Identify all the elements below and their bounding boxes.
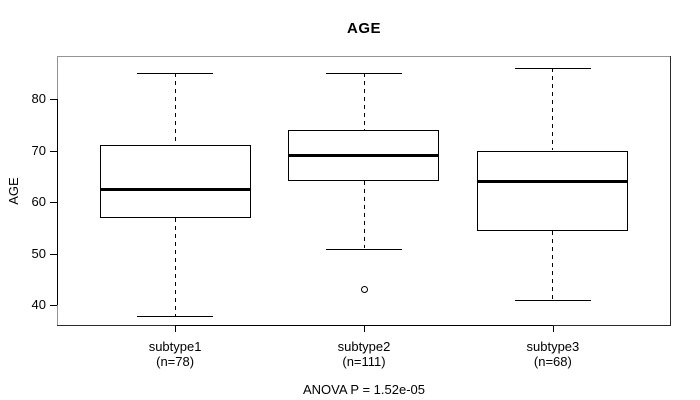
iqr-box <box>477 150 629 231</box>
anova-annotation: ANOVA P = 1.52e-05 <box>302 382 425 397</box>
outlier-point <box>360 286 368 294</box>
y-tick <box>50 150 57 152</box>
upper-whisker-line <box>174 73 176 146</box>
median-line <box>288 154 440 158</box>
group-label: subtype2 <box>337 339 391 354</box>
group-label: subtype3 <box>526 339 580 354</box>
x-group-label: subtype1 (n=78) <box>105 339 245 369</box>
upper-whisker-cap <box>515 67 591 69</box>
median-line <box>477 179 629 183</box>
plot-frame-top <box>57 56 671 57</box>
chart-title: AGE <box>346 20 381 37</box>
group-n-label: (n=111) <box>342 354 386 369</box>
median-line <box>99 187 251 191</box>
plot-frame-right <box>670 56 671 326</box>
y-tick <box>50 305 57 307</box>
x-tick <box>175 326 177 332</box>
iqr-box <box>99 145 251 218</box>
lower-whisker-line <box>552 230 554 301</box>
y-tick-label: 50 <box>31 245 46 261</box>
lower-whisker-cap <box>515 300 591 302</box>
y-tick-label: 40 <box>31 297 46 313</box>
y-tick-label: 80 <box>31 90 46 106</box>
x-group-label: subtype2 (n=111) <box>294 339 434 369</box>
upper-whisker-line <box>552 67 554 151</box>
y-tick <box>50 98 57 100</box>
y-tick <box>50 202 57 204</box>
upper-whisker-cap <box>326 73 402 74</box>
upper-whisker-cap <box>137 73 213 74</box>
x-tick <box>552 326 554 332</box>
group-n-label: (n=68) <box>533 354 572 369</box>
y-tick-label: 70 <box>31 142 46 158</box>
y-tick <box>50 253 57 255</box>
y-axis-line <box>57 98 58 306</box>
x-axis-line <box>175 325 553 326</box>
upper-whisker-line <box>363 73 365 130</box>
group-label: subtype1 <box>148 339 202 354</box>
lower-whisker-line <box>174 217 176 316</box>
lower-whisker-cap <box>137 315 213 317</box>
x-tick <box>364 326 365 332</box>
y-tick-label: 60 <box>31 194 46 210</box>
group-n-label: (n=78) <box>156 354 195 369</box>
x-group-label: subtype3 (n=68) <box>483 339 623 369</box>
lower-whisker-line <box>363 181 365 249</box>
plot-area <box>58 57 670 325</box>
lower-whisker-cap <box>326 248 402 250</box>
